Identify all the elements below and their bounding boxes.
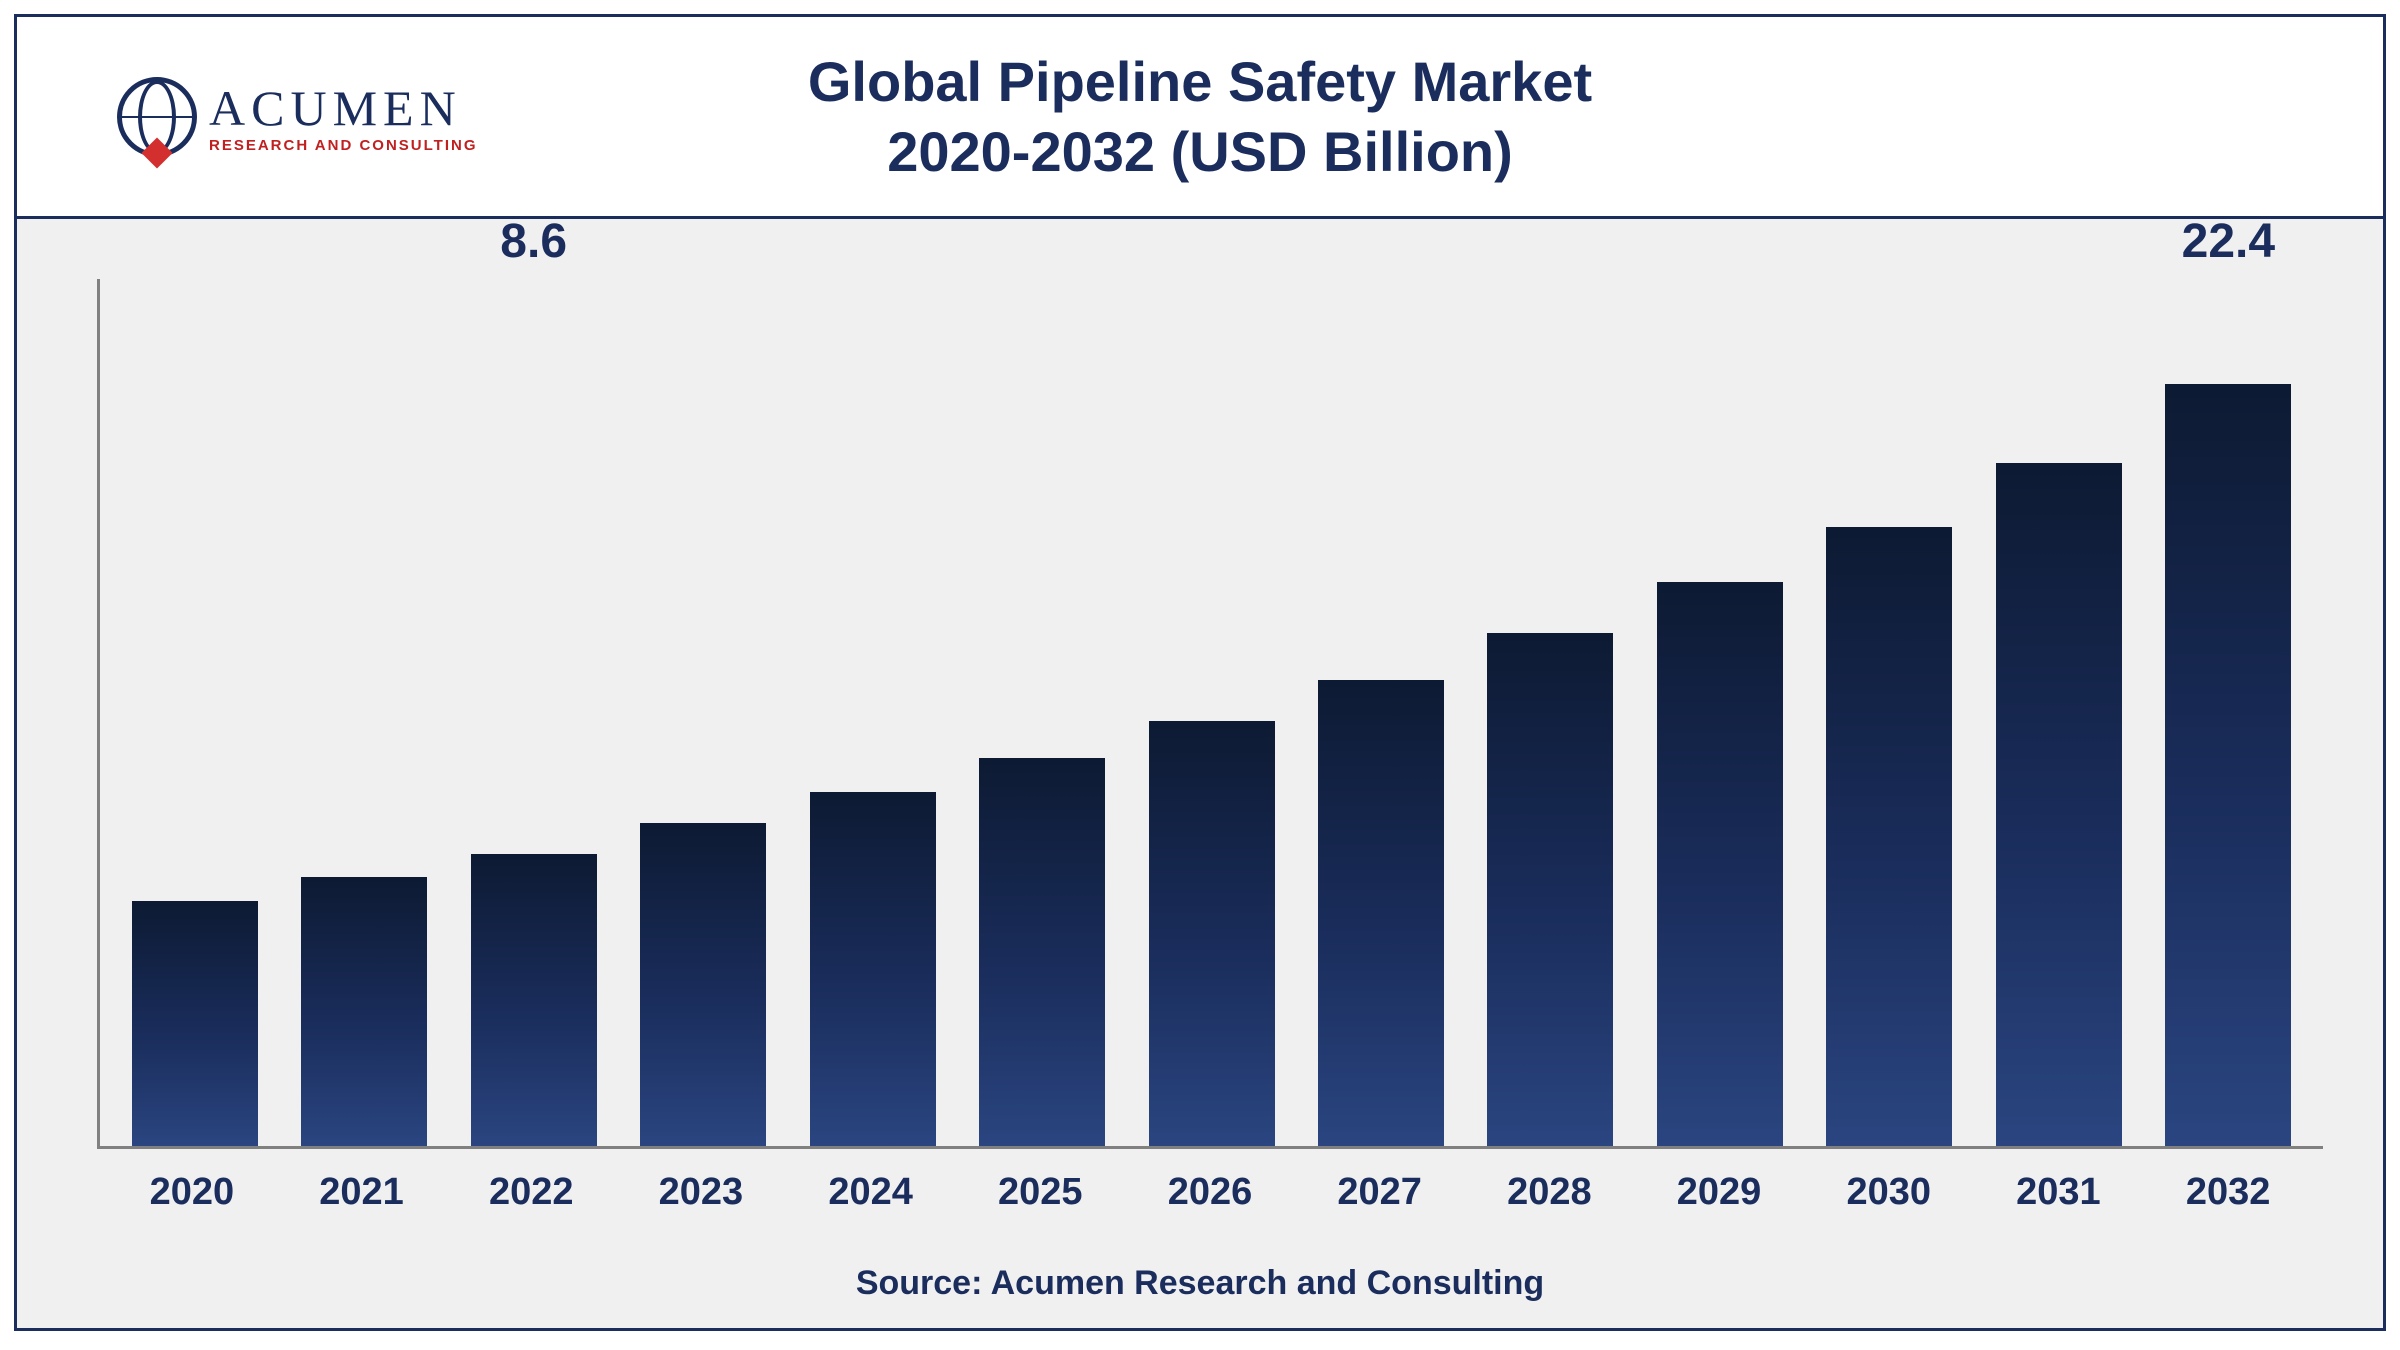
bar bbox=[1826, 527, 1952, 1146]
globe-icon bbox=[117, 77, 197, 157]
x-axis-label: 2027 bbox=[1295, 1171, 1465, 1214]
x-axis-label: 2032 bbox=[2143, 1171, 2313, 1214]
x-axis-label: 2028 bbox=[1465, 1171, 1635, 1214]
header-panel: ACUMEN RESEARCH AND CONSULTING Global Pi… bbox=[14, 14, 2386, 219]
bar bbox=[810, 792, 936, 1146]
bar bbox=[1657, 582, 1783, 1146]
bar-value-label: 22.4 bbox=[2182, 214, 2275, 269]
bar bbox=[2165, 384, 2291, 1146]
x-axis-label: 2025 bbox=[955, 1171, 1125, 1214]
bar-wrap: 8.6 bbox=[449, 279, 618, 1146]
bar-wrap bbox=[1974, 279, 2143, 1146]
bar bbox=[979, 758, 1105, 1146]
bar-wrap bbox=[957, 279, 1126, 1146]
bar-wrap bbox=[110, 279, 279, 1146]
bar bbox=[1149, 721, 1275, 1146]
bar bbox=[132, 901, 258, 1146]
bar-wrap bbox=[788, 279, 957, 1146]
x-axis-label: 2026 bbox=[1125, 1171, 1295, 1214]
brand-logo: ACUMEN RESEARCH AND CONSULTING bbox=[117, 77, 478, 157]
bar bbox=[1318, 680, 1444, 1146]
x-axis-label: 2031 bbox=[1974, 1171, 2144, 1214]
x-axis-label: 2023 bbox=[616, 1171, 786, 1214]
bar-wrap bbox=[618, 279, 787, 1146]
x-axis-labels: 2020202120222023202420252026202720282029… bbox=[97, 1149, 2323, 1214]
logo-text-block: ACUMEN RESEARCH AND CONSULTING bbox=[209, 79, 478, 154]
logo-subtitle: RESEARCH AND CONSULTING bbox=[209, 137, 478, 154]
plot-area: 8.6 22.4 bbox=[97, 279, 2323, 1149]
bar-wrap bbox=[1805, 279, 1974, 1146]
bar-wrap bbox=[1635, 279, 1804, 1146]
bar bbox=[1996, 463, 2122, 1146]
bar-wrap bbox=[1127, 279, 1296, 1146]
bar bbox=[1487, 633, 1613, 1146]
bar bbox=[471, 854, 597, 1146]
x-axis-label: 2024 bbox=[786, 1171, 956, 1214]
logo-name: ACUMEN bbox=[209, 79, 478, 137]
bar bbox=[301, 877, 427, 1146]
chart-container: ACUMEN RESEARCH AND CONSULTING Global Pi… bbox=[0, 0, 2400, 1350]
bar-wrap bbox=[279, 279, 448, 1146]
x-axis-label: 2030 bbox=[1804, 1171, 1974, 1214]
source-attribution: Source: Acumen Research and Consulting bbox=[77, 1264, 2323, 1303]
x-axis-label: 2021 bbox=[277, 1171, 447, 1214]
bar bbox=[640, 823, 766, 1146]
bars-group: 8.6 22.4 bbox=[100, 279, 2323, 1146]
x-axis-label: 2022 bbox=[446, 1171, 616, 1214]
chart-panel: 8.6 22.4 20202021202220232024202520262027… bbox=[14, 219, 2386, 1331]
x-axis-label: 2029 bbox=[1634, 1171, 1804, 1214]
bar-wrap: 22.4 bbox=[2144, 279, 2313, 1146]
x-axis-label: 2020 bbox=[107, 1171, 277, 1214]
bar-wrap bbox=[1466, 279, 1635, 1146]
bar-wrap bbox=[1296, 279, 1465, 1146]
bar-value-label: 8.6 bbox=[500, 214, 567, 269]
